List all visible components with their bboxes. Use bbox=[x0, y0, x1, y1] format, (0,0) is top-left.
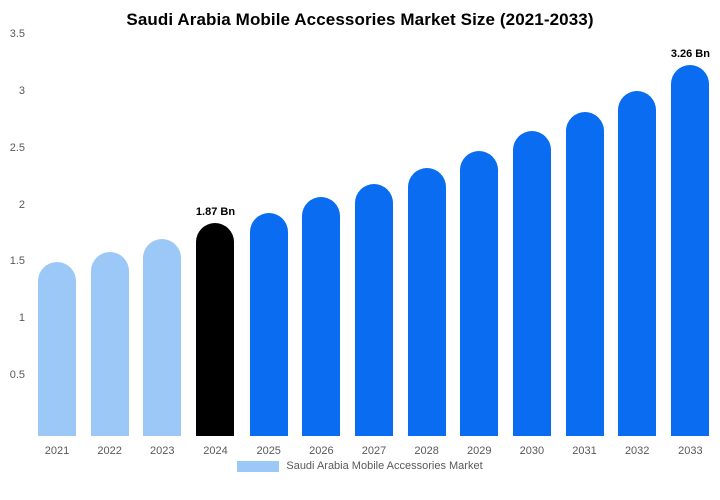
y-tick-label: 3 bbox=[18, 84, 25, 97]
legend: Saudi Arabia Mobile Accessories Market bbox=[0, 460, 720, 472]
x-tick-label: 2030 bbox=[519, 445, 545, 457]
x-tick-label: 2029 bbox=[467, 445, 492, 457]
x-tick-label: 2028 bbox=[414, 445, 439, 457]
bar-2028 bbox=[407, 167, 446, 436]
y-tick-label: 3.5 bbox=[9, 28, 25, 40]
bar-2033 bbox=[671, 65, 710, 436]
x-tick-label: 2025 bbox=[256, 445, 281, 457]
x-tick-label: 2021 bbox=[44, 445, 70, 457]
bar-column: 2028 bbox=[407, 167, 446, 458]
x-tick-label: 2022 bbox=[97, 445, 122, 457]
bars-area: 2021 2022 2023 1.87 Bn 2024 2025 2026 2027 2028 2… bbox=[34, 34, 714, 458]
bar-column: 2025 bbox=[249, 213, 288, 458]
bar-2032 bbox=[618, 91, 657, 436]
bar-2026 bbox=[302, 197, 341, 436]
y-tick-label: 2.5 bbox=[9, 141, 25, 154]
bar-2021 bbox=[38, 262, 76, 436]
bar-column: 2029 bbox=[460, 150, 499, 458]
x-tick-label: 2026 bbox=[309, 445, 334, 457]
x-tick-label: 2031 bbox=[572, 445, 597, 457]
plot-area: 0.5 1 1.5 2 2.5 3 3.5 2021 2022 2023 1.87 Bn 2024 2… bbox=[0, 28, 714, 458]
bar-2024 bbox=[196, 223, 235, 436]
bar-column: 2032 bbox=[618, 91, 657, 458]
legend-swatch bbox=[237, 460, 280, 472]
x-tick-label: 2032 bbox=[624, 445, 650, 457]
y-axis: 0.5 1 1.5 2 2.5 3 3.5 bbox=[0, 28, 28, 432]
bar-column: 2027 bbox=[354, 183, 393, 458]
bar-2022 bbox=[90, 251, 129, 436]
chart-title: Saudi Arabia Mobile Accessories Market S… bbox=[126, 10, 594, 29]
bar-2031 bbox=[565, 111, 604, 436]
bar-2030 bbox=[512, 131, 551, 436]
y-tick-label: 0.5 bbox=[9, 369, 25, 382]
chart-container: Saudi Arabia Mobile Accessories Market S… bbox=[0, 10, 720, 500]
bar-column: 2023 bbox=[143, 239, 182, 458]
y-tick-label: 2 bbox=[18, 198, 25, 211]
bar-column: 2031 bbox=[565, 111, 604, 458]
bar-2027 bbox=[354, 183, 393, 436]
bar-column: 1.87 Bn 2024 bbox=[196, 206, 235, 458]
bar-column: 3.26 Bn 2033 bbox=[671, 48, 710, 458]
bar-2023 bbox=[143, 239, 182, 436]
y-tick-label: 1.5 bbox=[9, 255, 25, 268]
x-tick-label: 2027 bbox=[361, 445, 387, 457]
x-tick-label: 2023 bbox=[150, 445, 175, 457]
y-tick-label: 1 bbox=[18, 312, 25, 325]
bar-column: 2022 bbox=[90, 251, 129, 458]
bar-value-label: 1.87 Bn bbox=[195, 206, 236, 219]
bar-2029 bbox=[460, 150, 499, 436]
bar-column: 2026 bbox=[302, 197, 341, 458]
x-tick-label: 2024 bbox=[203, 445, 228, 457]
bar-2025 bbox=[249, 213, 288, 436]
x-tick-label: 2033 bbox=[678, 445, 703, 457]
legend-label: Saudi Arabia Mobile Accessories Market bbox=[286, 460, 483, 472]
bar-column: 2030 bbox=[512, 131, 551, 458]
bar-value-label: 3.26 Bn bbox=[670, 48, 710, 61]
bar-column: 2021 bbox=[38, 262, 76, 458]
